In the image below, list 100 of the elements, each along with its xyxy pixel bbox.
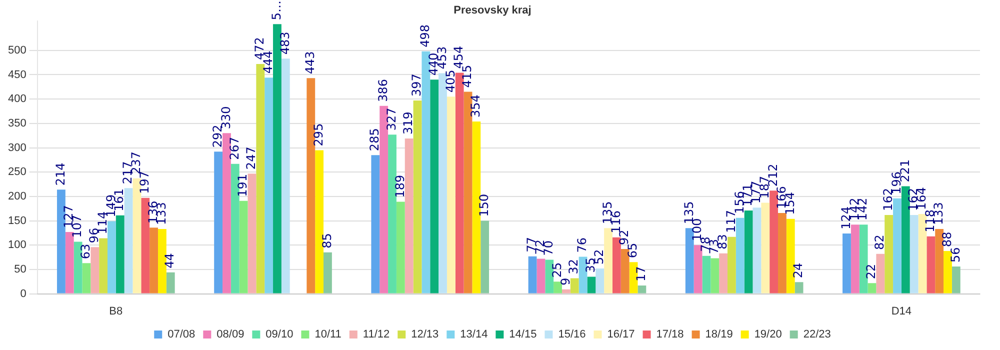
- bar: [371, 155, 380, 294]
- bar: [620, 249, 630, 294]
- data-label: 483: [278, 32, 292, 55]
- data-label: 9: [558, 278, 572, 286]
- bar: [214, 152, 223, 294]
- x-tick-label: B8: [109, 305, 123, 318]
- bar: [770, 190, 778, 294]
- bar: [248, 174, 256, 294]
- data-label: 397: [410, 74, 424, 97]
- bar: [910, 214, 918, 294]
- bar: [859, 224, 868, 294]
- bar: [472, 121, 481, 294]
- bar: [570, 278, 579, 294]
- bar: [90, 247, 100, 294]
- bar: [413, 100, 422, 294]
- data-label: 327: [384, 108, 398, 131]
- data-label: 498: [418, 24, 432, 48]
- bar: [918, 214, 927, 294]
- data-label: 292: [210, 124, 224, 148]
- y-tick-label: 500: [8, 44, 26, 56]
- bar: [396, 202, 405, 294]
- bar: [638, 286, 646, 294]
- bar: [230, 164, 240, 294]
- bar: [388, 134, 396, 294]
- bar: [132, 178, 142, 294]
- data-label: 354: [468, 94, 483, 118]
- data-label: 189: [392, 174, 407, 198]
- y-tick-label: 300: [8, 142, 26, 154]
- bar: [264, 78, 274, 294]
- bar: [778, 212, 786, 294]
- data-label: 63: [78, 244, 93, 260]
- bar: [612, 237, 621, 294]
- bar: [736, 218, 744, 294]
- legend-label: 22/23: [803, 328, 831, 341]
- data-label: 415: [460, 64, 474, 88]
- bar: [694, 245, 702, 294]
- bar: [166, 272, 175, 294]
- legend-label: 14/15: [509, 328, 537, 341]
- bar: [422, 51, 430, 294]
- data-label: 92: [617, 230, 632, 246]
- data-label: 65: [626, 242, 640, 258]
- bar: [752, 208, 762, 294]
- data-label: 24: [791, 262, 806, 278]
- y-tick-label: 150: [8, 214, 26, 227]
- data-label: 191: [236, 174, 250, 197]
- data-label: 214: [53, 162, 68, 186]
- bar: [850, 224, 860, 294]
- bar: [562, 289, 570, 294]
- y-tick-label: 100: [8, 239, 26, 252]
- bar: [124, 188, 133, 294]
- bar: [107, 221, 116, 294]
- bar: [685, 228, 694, 294]
- bar: [438, 73, 447, 294]
- bar: [455, 72, 464, 294]
- data-label: 443: [303, 51, 318, 74]
- data-label: 150: [476, 194, 491, 217]
- bar: [239, 200, 248, 294]
- bar: [116, 215, 124, 294]
- legend-label: 12/13: [411, 328, 439, 341]
- bar: [794, 282, 804, 294]
- bar: [273, 24, 282, 294]
- data-label: 5…: [269, 0, 284, 20]
- bar: [842, 233, 851, 294]
- bar: [65, 232, 74, 294]
- data-label: 295: [311, 123, 326, 146]
- y-tick-label: 400: [8, 93, 26, 106]
- data-label: 17: [634, 266, 648, 282]
- bar: [306, 78, 316, 294]
- bar: [761, 202, 770, 294]
- bar: [315, 150, 324, 294]
- bar: [596, 268, 604, 294]
- legend-label: 09/10: [266, 328, 294, 341]
- bar: [710, 258, 720, 294]
- data-label: 32: [566, 258, 581, 274]
- data-label: 76: [575, 238, 590, 253]
- data-label: 44: [162, 253, 177, 268]
- bar: [926, 236, 936, 294]
- bar: [578, 256, 588, 294]
- legend-label: 07/08: [168, 328, 196, 341]
- bar: [719, 253, 728, 294]
- bar: [604, 228, 612, 294]
- bar: [158, 229, 166, 294]
- bar: [82, 263, 91, 294]
- bar: [528, 256, 537, 294]
- legend-label: 13/14: [460, 328, 488, 341]
- bar: [728, 236, 736, 294]
- legend-label: 08/09: [216, 328, 244, 341]
- data-label: 82: [872, 234, 887, 250]
- bar: [56, 190, 66, 294]
- bar: [587, 276, 596, 294]
- data-label: 319: [401, 112, 416, 135]
- bar: [952, 266, 960, 294]
- data-label: 247: [244, 146, 258, 170]
- x-tick-label: D14: [891, 305, 912, 318]
- y-tick-label: 200: [8, 190, 26, 202]
- legend-label: 17/18: [656, 328, 684, 341]
- bar: [545, 260, 554, 294]
- bar: [430, 80, 439, 294]
- legend-label: 19/20: [754, 328, 782, 341]
- bar: [944, 250, 952, 294]
